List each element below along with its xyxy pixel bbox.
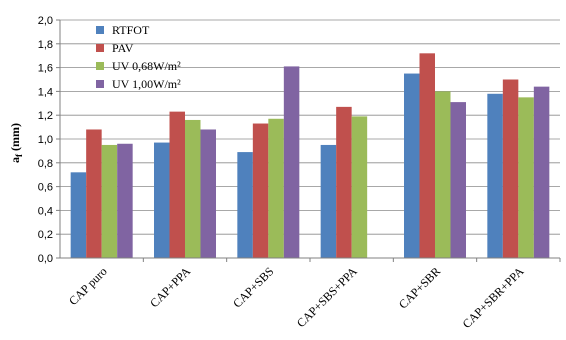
y-tick-label: 1,0: [38, 134, 53, 146]
bar: [185, 119, 201, 259]
axes: [59, 20, 561, 262]
bar: [435, 91, 451, 259]
bar: [450, 102, 466, 258]
bar: [252, 123, 269, 258]
y-tick-label: 0,8: [38, 158, 53, 170]
y-tick-labels: 0,0 0,2 0,4 0,6 0,8 1,0 1,2 1,4 1,6 1,8 2,0: [38, 15, 60, 265]
y-axis-title-rest: (mm): [8, 123, 22, 154]
bar: [336, 106, 352, 259]
y-tick-label: 1,6: [38, 63, 53, 75]
x-category-label: CAP+SBR: [396, 264, 443, 311]
bar: [487, 93, 503, 258]
bar: [101, 144, 118, 258]
legend: RTFOT PAV UV 0,68W/m² UV 1,00W/m²: [96, 23, 181, 91]
x-category-label: CAP+SBR+PPA: [460, 264, 527, 331]
bar: [502, 79, 519, 258]
legend-swatch: [96, 80, 104, 88]
y-tick-label: 2,0: [38, 15, 53, 27]
legend-label: UV 0,68W/m²: [112, 59, 181, 73]
y-tick-label: 1,2: [38, 110, 53, 122]
bar: [154, 142, 170, 258]
legend-label: UV 1,00W/m²: [112, 77, 181, 91]
y-axis-title-sub: f: [14, 153, 24, 157]
y-tick-label: 0,6: [38, 182, 53, 194]
x-category-labels: CAP puro CAP+PPA CAP+SBS CAP+SBS+PPA CAP+SBR…: [66, 264, 527, 331]
bar: [419, 53, 435, 258]
bar: [237, 152, 253, 258]
bar: [70, 172, 87, 258]
legend-swatch: [96, 44, 104, 52]
bar: [117, 143, 133, 258]
x-category-label: CAP+SBS: [230, 264, 276, 310]
bars: [70, 53, 550, 259]
x-category-label: CAP puro: [66, 264, 110, 308]
bar: [533, 86, 550, 258]
y-tick-label: 1,8: [38, 39, 53, 51]
legend-label: PAV: [112, 41, 134, 55]
grid-lines: [60, 19, 560, 235]
y-tick-label: 1,4: [38, 86, 53, 98]
bar: [86, 129, 102, 258]
x-category-label: CAP+PPA: [147, 264, 193, 310]
bar: [320, 144, 337, 258]
y-axis-title: af (mm): [8, 123, 24, 163]
y-tick-label: 0,0: [38, 253, 53, 265]
y-tick-label: 0,2: [38, 229, 53, 241]
legend-swatch: [96, 26, 104, 34]
bar: [169, 111, 185, 258]
legend-swatch: [96, 62, 104, 70]
x-category-label: CAP+SBS+PPA: [294, 264, 360, 330]
y-tick-label: 0,4: [38, 205, 53, 217]
bar: [351, 116, 368, 258]
bar: [518, 97, 534, 258]
legend-label: RTFOT: [112, 23, 150, 37]
bar: [200, 129, 216, 258]
y-axis-title-main: a: [8, 157, 22, 163]
bar: [404, 73, 420, 258]
bar: [283, 66, 300, 258]
bar: [268, 118, 284, 259]
